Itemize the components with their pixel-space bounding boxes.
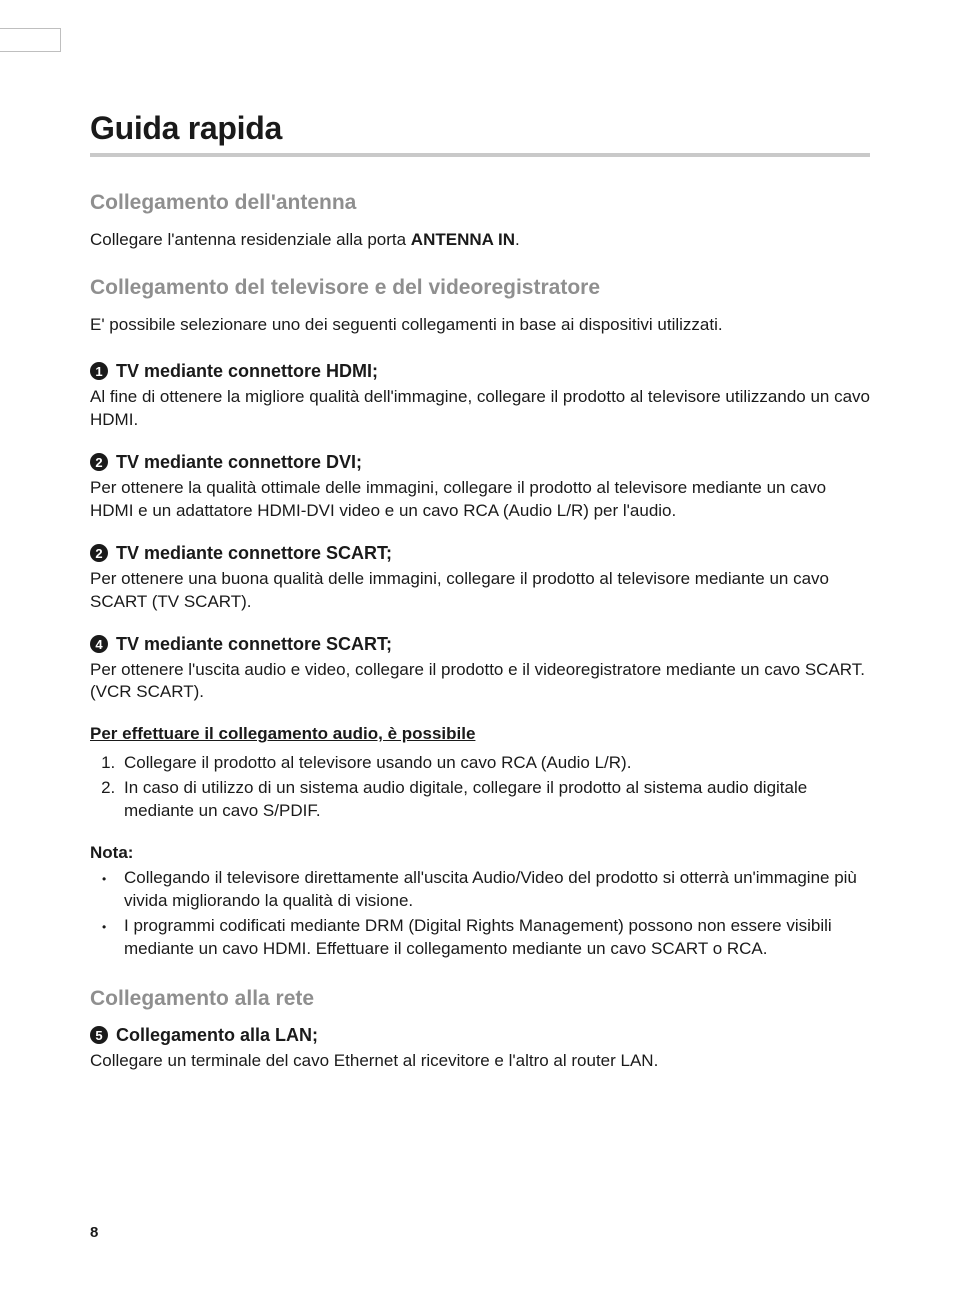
conn-head-1: 1 TV mediante connettore HDMI; [90,361,870,382]
conn-desc-3: Per ottenere una buona qualità delle imm… [90,568,870,614]
page: Guida rapida Collegamento dell'antenna C… [0,0,960,1307]
audio-item-1: Collegare il prodotto al televisore usan… [120,752,870,775]
section-tvvcr-heading: Collegamento del televisore e del videor… [90,276,870,300]
section-antenna-heading: Collegamento dell'antenna [90,191,870,215]
conn-title-4: TV mediante connettore SCART; [116,634,392,655]
tab-marker [0,28,61,52]
audio-list: Collegare il prodotto al televisore usan… [90,752,870,823]
page-number: 8 [90,1224,98,1241]
title-rule [90,153,870,157]
note-heading: Nota: [90,843,870,863]
antenna-text-before: Collegare l'antenna residenziale alla po… [90,230,411,249]
audio-heading: Per effettuare il collegamento audio, è … [90,724,870,744]
conn-item-3: 2 TV mediante connettore SCART; Per otte… [90,543,870,614]
conn-title-2: TV mediante connettore DVI; [116,452,362,473]
conn-desc-1: Al fine di ottenere la migliore qualità … [90,386,870,432]
conn-item-network: 5 Collegamento alla LAN; Collegare un te… [90,1025,870,1073]
section-network-heading: Collegamento alla rete [90,987,870,1011]
page-title: Guida rapida [90,110,870,147]
antenna-text-bold: ANTENNA IN [411,230,515,249]
conn-title-network: Collegamento alla LAN; [116,1025,318,1046]
num-badge-2: 2 [90,453,108,471]
conn-title-3: TV mediante connettore SCART; [116,543,392,564]
conn-item-2: 2 TV mediante connettore DVI; Per ottene… [90,452,870,523]
conn-head-2: 2 TV mediante connettore DVI; [90,452,870,473]
conn-head-3: 2 TV mediante connettore SCART; [90,543,870,564]
tvvcr-intro: E' possibile selezionare uno dei seguent… [90,314,870,337]
conn-item-1: 1 TV mediante connettore HDMI; Al fine d… [90,361,870,432]
num-badge-3: 2 [90,544,108,562]
conn-head-network: 5 Collegamento alla LAN; [90,1025,870,1046]
note-item-1: Collegando il televisore direttamente al… [120,867,870,913]
audio-item-2: In caso di utilizzo di un sistema audio … [120,777,870,823]
note-item-2: I programmi codificati mediante DRM (Dig… [120,915,870,961]
conn-head-4: 4 TV mediante connettore SCART; [90,634,870,655]
antenna-text: Collegare l'antenna residenziale alla po… [90,229,870,252]
conn-desc-4: Per ottenere l'uscita audio e video, col… [90,659,870,705]
antenna-text-after: . [515,230,520,249]
num-badge-network: 5 [90,1026,108,1044]
conn-item-4: 4 TV mediante connettore SCART; Per otte… [90,634,870,705]
conn-title-1: TV mediante connettore HDMI; [116,361,378,382]
num-badge-4: 4 [90,635,108,653]
conn-desc-network: Collegare un terminale del cavo Ethernet… [90,1050,870,1073]
num-badge-1: 1 [90,362,108,380]
conn-desc-2: Per ottenere la qualità ottimale delle i… [90,477,870,523]
note-list: Collegando il televisore direttamente al… [90,867,870,961]
